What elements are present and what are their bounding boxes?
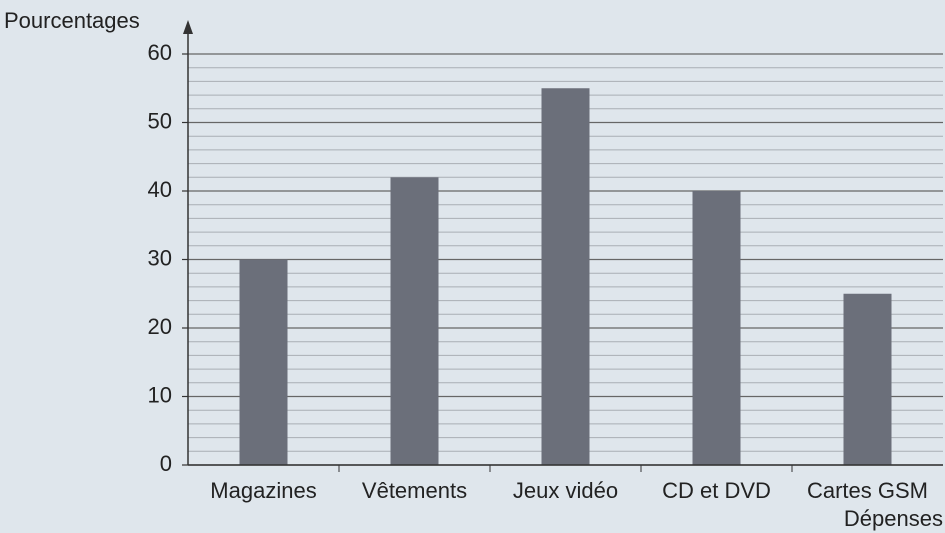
y-axis-label: Pourcentages: [4, 8, 140, 33]
x-axis-label: Dépenses: [844, 506, 943, 531]
y-tick-label: 60: [148, 40, 172, 65]
x-tick-label: Magazines: [210, 478, 316, 503]
x-tick-label: Jeux vidéo: [513, 478, 618, 503]
x-tick-label: Cartes GSM: [807, 478, 928, 503]
y-tick-label: 20: [148, 314, 172, 339]
y-axis-arrow: [183, 20, 193, 34]
bar: [239, 259, 288, 465]
y-tick-label: 40: [148, 177, 172, 202]
x-tick-label: Vêtements: [362, 478, 467, 503]
x-tick-label: CD et DVD: [662, 478, 771, 503]
bar: [843, 293, 892, 465]
bar: [541, 88, 590, 465]
bar: [390, 177, 439, 466]
y-tick-label: 50: [148, 108, 172, 133]
y-tick-label: 30: [148, 245, 172, 270]
y-tick-label: 10: [148, 382, 172, 407]
y-tick-label: 0: [160, 451, 172, 476]
bar: [692, 191, 741, 465]
